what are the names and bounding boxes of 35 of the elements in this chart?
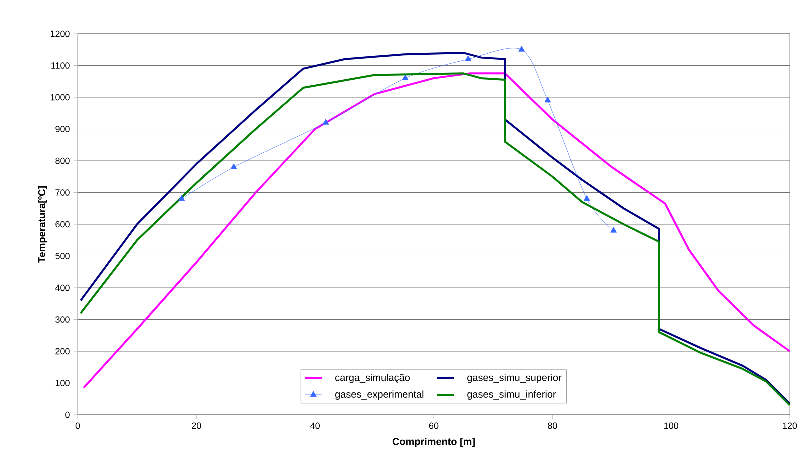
point: [518, 46, 526, 52]
y-tick-label: 200: [56, 348, 70, 355]
point: [230, 164, 238, 170]
y-tick-label: 600: [56, 221, 70, 228]
x-tick-label: 80: [548, 422, 558, 430]
point: [322, 119, 330, 125]
point: [610, 227, 618, 233]
point: [544, 96, 552, 103]
point: [584, 195, 590, 202]
y-tick-label: 400: [55, 284, 70, 292]
x-tick-label: 40: [310, 422, 320, 430]
x-tick-label: 0: [76, 422, 80, 430]
y-tick-label: 100: [56, 380, 70, 386]
point: [402, 74, 409, 80]
x-tick-label: 120: [783, 422, 798, 430]
x-tick-label: 100: [664, 422, 678, 430]
y-tick-label: 500: [56, 253, 70, 260]
x-tick-label: 20: [192, 422, 202, 430]
y-tick-label: 800: [56, 158, 70, 164]
y-tick-label: 900: [56, 126, 70, 132]
y-tick-label: 1200: [50, 30, 70, 38]
y-tick-label: 1100: [52, 62, 70, 69]
y-tick-label: 0: [66, 412, 70, 418]
point: [178, 195, 186, 202]
y-tick-label: 700: [56, 190, 70, 196]
legend-label: gases_simu_superior: [468, 374, 562, 384]
legend-label: gases_experimental: [336, 390, 424, 400]
y-tick-label: 1000: [50, 94, 70, 101]
legend-label: gases_simu_inferior: [468, 390, 556, 400]
legend-label: carga_simulação: [336, 374, 410, 384]
x-axis-title: Comprimento [m]: [392, 438, 475, 448]
x-tick-label: 60: [429, 422, 439, 430]
y-axis-title: Temperatura[ºC]: [38, 186, 48, 263]
y-tick-label: 300: [56, 316, 70, 323]
point: [465, 56, 472, 62]
